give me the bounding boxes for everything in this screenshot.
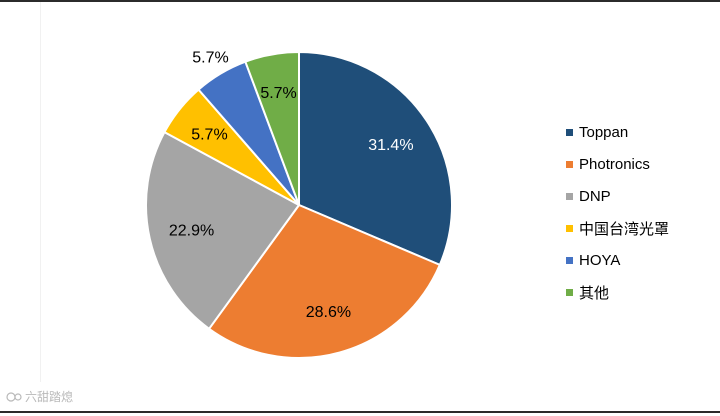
legend-label-0: Toppan xyxy=(579,123,629,141)
watermark: 六甜踏熄 xyxy=(6,388,73,405)
pie-slice-2 xyxy=(145,130,301,331)
legend-label-3: 中国台湾光罩 xyxy=(579,220,670,238)
pie-slice-0 xyxy=(298,50,453,267)
pie-data-label-3: 5.7% xyxy=(191,126,227,143)
legend-label-1: Photronics xyxy=(579,155,650,173)
watermark-logo-icon xyxy=(6,391,22,402)
bottom-border-rule xyxy=(0,411,720,413)
legend-swatch-3 xyxy=(566,224,573,232)
pie-slice-1 xyxy=(207,203,442,359)
top-border-rule xyxy=(0,0,720,2)
legend-item-5: 其他 xyxy=(566,276,669,308)
legend-swatch-2 xyxy=(566,192,573,200)
legend-swatch-1 xyxy=(566,160,573,168)
legend-label-5: 其他 xyxy=(579,284,610,302)
watermark-text: 六甜踏熄 xyxy=(25,390,74,404)
legend-item-1: Photronics xyxy=(566,148,669,180)
pie-data-label-1: 28.6% xyxy=(306,304,351,321)
pie-data-label-5: 5.7% xyxy=(260,85,296,102)
legend-item-3: 中国台湾光罩 xyxy=(566,212,669,244)
pie-data-label-4: 5.7% xyxy=(192,49,228,66)
legend-swatch-5 xyxy=(566,288,573,296)
pie-data-label-0: 31.4% xyxy=(368,137,413,154)
legend-item-0: Toppan xyxy=(566,116,669,148)
left-guide-line xyxy=(40,2,41,382)
pie-slice-5 xyxy=(244,50,300,206)
legend-item-2: DNP xyxy=(566,180,669,212)
chart-legend: Toppan Photronics DNP 中国台湾光罩 HOYA 其他 xyxy=(566,116,669,308)
legend-swatch-0 xyxy=(566,128,573,136)
legend-label-4: HOYA xyxy=(579,251,621,269)
legend-swatch-4 xyxy=(566,256,573,264)
legend-item-4: HOYA xyxy=(566,244,669,276)
legend-label-2: DNP xyxy=(579,187,611,205)
pie-data-label-2: 22.9% xyxy=(169,222,214,239)
